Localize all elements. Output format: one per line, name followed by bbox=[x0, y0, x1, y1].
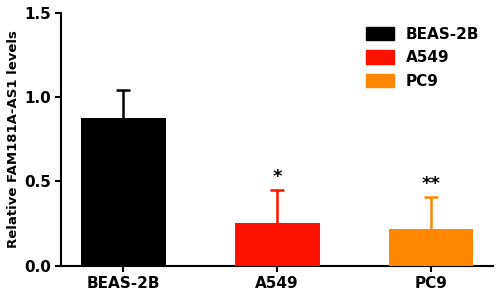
Text: *: * bbox=[272, 167, 282, 186]
Y-axis label: Relative FAM181A-AS1 levels: Relative FAM181A-AS1 levels bbox=[7, 30, 20, 248]
Bar bbox=[81, 118, 166, 266]
Legend: BEAS-2B, A549, PC9: BEAS-2B, A549, PC9 bbox=[360, 21, 486, 95]
Text: **: ** bbox=[422, 175, 440, 193]
Bar bbox=[389, 229, 473, 266]
Bar bbox=[235, 223, 320, 266]
